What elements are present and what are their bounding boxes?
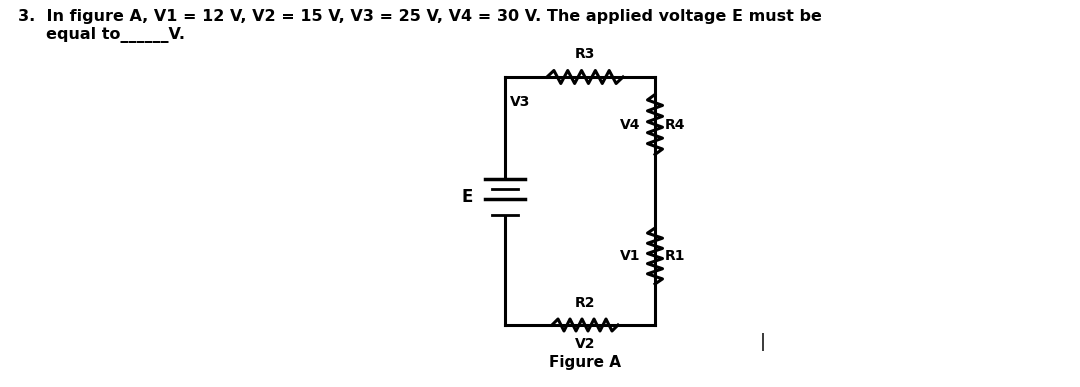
Text: R3: R3 bbox=[575, 47, 595, 61]
Text: V1: V1 bbox=[620, 249, 640, 263]
Text: V2: V2 bbox=[575, 337, 595, 351]
Text: R2: R2 bbox=[575, 296, 595, 310]
Text: R4: R4 bbox=[665, 118, 686, 132]
Text: equal to______V.: equal to______V. bbox=[18, 27, 185, 43]
Text: Figure A: Figure A bbox=[549, 355, 621, 370]
Text: V3: V3 bbox=[510, 95, 530, 109]
Text: R1: R1 bbox=[665, 249, 686, 263]
Text: |: | bbox=[760, 333, 766, 351]
Text: E: E bbox=[461, 188, 473, 206]
Text: 3.  In figure A, V1 = 12 V, V2 = 15 V, V3 = 25 V, V4 = 30 V. The applied voltage: 3. In figure A, V1 = 12 V, V2 = 15 V, V3… bbox=[18, 9, 822, 24]
Text: V4: V4 bbox=[620, 118, 640, 132]
